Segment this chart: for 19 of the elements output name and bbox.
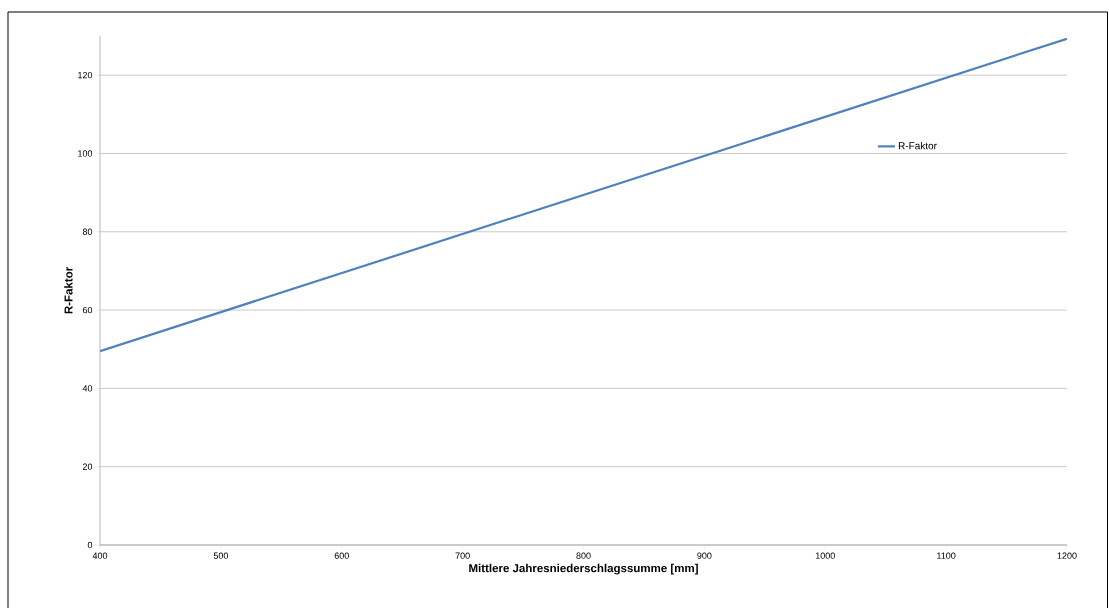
y-axis-title: R-Faktor xyxy=(64,267,73,314)
y-tick-label: 100 xyxy=(78,150,93,157)
x-axis-title: Mittlere Jahresniederschlagssumme [mm] xyxy=(469,563,698,575)
x-tick-label: 500 xyxy=(213,552,229,559)
x-tick-label: 1200 xyxy=(1057,552,1077,559)
x-tick-label: 900 xyxy=(697,552,712,559)
y-tick-label: 80 xyxy=(82,228,93,235)
x-tick-label: 1000 xyxy=(815,552,835,559)
y-tick-label: 0 xyxy=(87,541,93,549)
y-tick-label: 120 xyxy=(78,71,93,79)
x-tick-label: 800 xyxy=(576,552,591,559)
y-tick-label: 20 xyxy=(82,463,93,470)
x-tick-label: 600 xyxy=(334,552,349,559)
y-tick-label: 60 xyxy=(82,306,93,314)
x-tick-label: 700 xyxy=(455,552,470,559)
legend-label: R-Faktor xyxy=(898,141,937,150)
y-tick-label: 40 xyxy=(82,385,93,392)
x-tick-label: 1100 xyxy=(937,552,956,559)
x-tick-label: 400 xyxy=(92,552,108,559)
